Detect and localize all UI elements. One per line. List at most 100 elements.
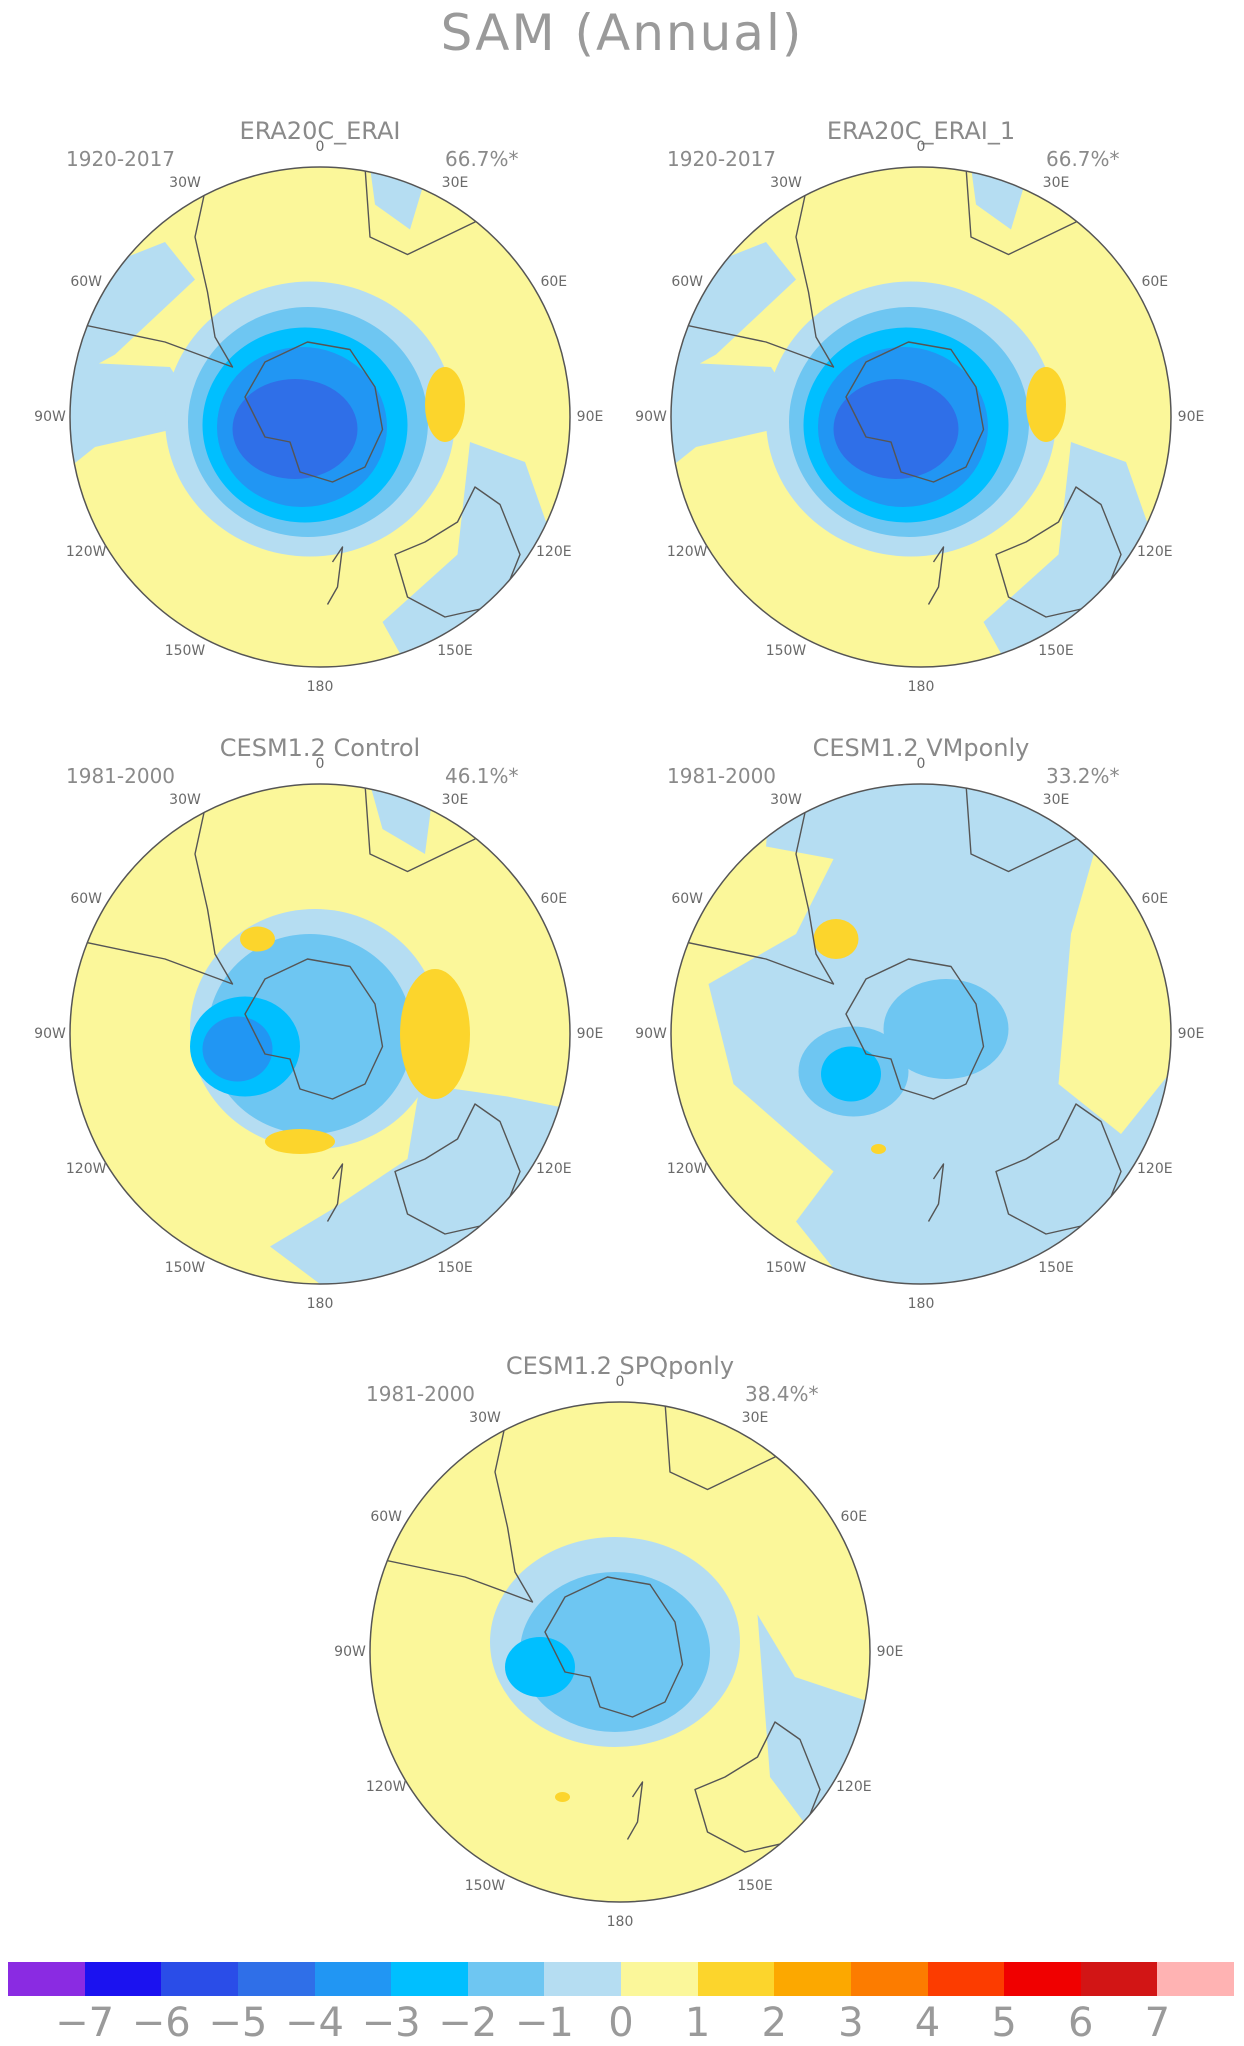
longitude-label: 60E	[1141, 274, 1169, 290]
longitude-label: 90E	[576, 1026, 604, 1042]
longitude-label: 150W	[765, 1259, 807, 1276]
map-panel-cesm_spqponly	[369, 1401, 871, 1903]
longitude-label: 60W	[671, 891, 704, 907]
map-panels	[69, 166, 1172, 1903]
colorbar-tick-label: 5	[991, 2000, 1017, 2046]
longitude-label: 0	[315, 756, 325, 772]
longitude-label: 90W	[635, 409, 667, 425]
colorbar-tick-label: −4	[285, 2000, 344, 2046]
field-negative-2	[883, 979, 1009, 1079]
colorbar-tick-label: 6	[1068, 2000, 1094, 2046]
field-positive-2	[871, 1144, 886, 1154]
south-america-outline	[671, 796, 835, 985]
longitude-label: 90W	[334, 1644, 366, 1660]
field-positive-2	[265, 1129, 335, 1154]
colorbar-swatch	[1080, 1962, 1158, 1996]
longitude-label: 30E	[1042, 792, 1070, 809]
colorbar-swatch	[314, 1962, 392, 1996]
longitude-label: 30E	[741, 1410, 769, 1427]
australia-outline	[394, 1103, 521, 1235]
longitude-label: 120E	[1137, 544, 1173, 560]
colorbar-swatch	[237, 1962, 315, 1996]
south-america-outline	[70, 179, 234, 368]
new-zealand-outline	[927, 546, 945, 605]
colorbar-tick-label: −5	[208, 2000, 268, 2046]
longitude-label: 90E	[876, 1644, 904, 1660]
panel-variance: 46.1%*	[445, 764, 519, 788]
longitude-label: 120E	[1137, 1161, 1173, 1177]
panel-variance: 38.4%*	[745, 1382, 819, 1406]
panel-period: 1981-2000	[366, 1382, 476, 1406]
panel-title: CESM1.2 Control	[219, 734, 421, 762]
longitude-label: 150W	[464, 1877, 506, 1894]
field-positive-2	[813, 919, 859, 959]
colorbar-swatch	[8, 1962, 85, 1996]
longitude-label: 60E	[540, 891, 568, 907]
longitude-label: 90E	[1177, 409, 1205, 425]
longitude-label: 60W	[671, 274, 704, 290]
longitude-label: 90E	[1177, 1026, 1205, 1042]
new-zealand-outline	[326, 1163, 344, 1222]
australia-outline	[694, 1721, 821, 1853]
colorbar-swatch	[697, 1962, 775, 1996]
longitude-label: 180	[907, 679, 935, 695]
longitude-label: 90W	[635, 1026, 667, 1042]
field-positive-2	[425, 367, 465, 442]
colorbar-swatch	[621, 1962, 698, 1996]
new-zealand-outline	[626, 1781, 644, 1840]
longitude-label: 90W	[34, 1026, 66, 1042]
panel-period: 1920-2017	[667, 147, 777, 171]
field-negative-5	[232, 379, 358, 479]
map-border	[670, 166, 1172, 668]
antarctica-outline	[845, 958, 985, 1100]
field-weak-negative	[983, 442, 1159, 667]
colorbar-tick-label: −6	[131, 2000, 191, 2046]
longitude-label: 120W	[666, 544, 708, 560]
longitude-label: 0	[615, 1374, 625, 1390]
longitude-label: 60E	[840, 1509, 868, 1525]
longitude-label: 150W	[164, 1259, 206, 1276]
field-positive-2	[1026, 367, 1066, 442]
antarctica-outline	[244, 341, 384, 483]
south-america-outline	[370, 1414, 534, 1603]
panel-title: CESM1.2 VMponly	[812, 734, 1030, 762]
colorbar-tick-label: −7	[55, 2000, 115, 2046]
longitude-label: 30W	[169, 792, 201, 809]
colorbar-swatch	[927, 1962, 1005, 1996]
map-panel-era20c_erai_1	[670, 166, 1172, 668]
field-weak-negative	[382, 442, 558, 667]
colorbar-tick-label: 7	[1144, 2000, 1171, 2046]
longitude-label: 0	[916, 139, 926, 155]
colorbar-tick-label: 4	[914, 2000, 941, 2046]
longitude-label: 180	[306, 679, 334, 695]
longitude-label: 30E	[1042, 175, 1070, 192]
south-america-outline	[671, 179, 835, 368]
longitude-label: 60W	[370, 1509, 403, 1525]
longitude-label: 0	[916, 756, 926, 772]
longitude-label: 30E	[441, 175, 469, 192]
longitude-label: 90E	[576, 409, 604, 425]
field-negative-2	[520, 1572, 710, 1732]
colorbar-tick-label: 3	[838, 2000, 864, 2046]
colorbar-tick-label: −2	[438, 2000, 498, 2046]
panel-title: CESM1.2 SPQponly	[505, 1352, 735, 1380]
colorbar-swatch	[84, 1962, 162, 1996]
longitude-label: 120W	[666, 1161, 708, 1177]
australia-outline	[995, 486, 1122, 618]
longitude-label: 60E	[1141, 891, 1169, 907]
colorbar-swatch	[467, 1962, 545, 1996]
colorbar-swatch	[544, 1962, 621, 1996]
colorbar-tick-label: 1	[684, 2000, 711, 2046]
colorbar-swatch	[774, 1962, 851, 1996]
longitude-label: 180	[907, 1296, 935, 1312]
map-border	[369, 1401, 871, 1903]
field-negative-3	[505, 1637, 575, 1697]
colorbar-tick-label: 0	[608, 2000, 634, 2046]
longitude-label: 120E	[536, 544, 572, 560]
longitude-label: 60W	[70, 891, 103, 907]
colorbar-swatch	[1157, 1962, 1234, 1996]
antarctica-outline	[845, 341, 985, 483]
field-positive-2	[555, 1792, 570, 1802]
map-border	[69, 166, 571, 668]
longitude-label: 150E	[737, 1877, 773, 1894]
